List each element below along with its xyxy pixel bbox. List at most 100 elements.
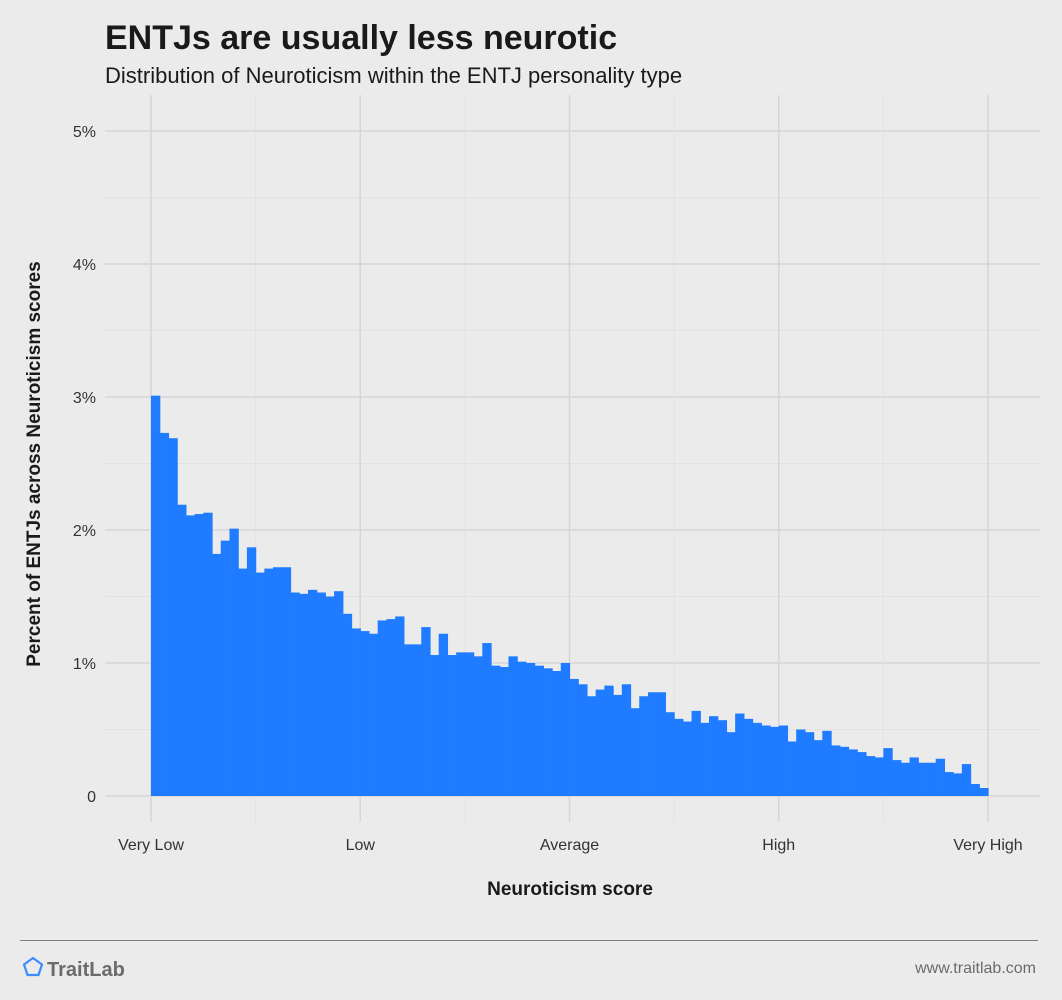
histogram-bar [883, 748, 893, 796]
histogram-bar [926, 762, 937, 796]
histogram-bar [203, 512, 213, 796]
histogram-bar [595, 689, 605, 796]
y-tick-label: 3% [73, 390, 96, 407]
histogram-bar [691, 710, 701, 796]
histogram-bar [552, 670, 562, 796]
histogram-bar [273, 567, 283, 796]
histogram-bar [151, 395, 161, 796]
histogram-bar [307, 589, 318, 796]
histogram-bar [900, 762, 911, 796]
histogram-bar [464, 652, 475, 796]
histogram-bar [255, 572, 265, 796]
histogram-bar [534, 665, 544, 796]
histogram-bar [621, 684, 632, 796]
histogram-bar [334, 591, 344, 796]
x-tick-label: High [762, 837, 795, 854]
histogram-bar [796, 729, 806, 796]
histogram-bar [246, 547, 257, 796]
histogram-bar [813, 740, 823, 796]
histogram-bar [953, 773, 963, 796]
histogram-bar [299, 593, 309, 796]
x-tick-label: Very Low [118, 837, 184, 854]
histogram-bar [979, 788, 989, 796]
histogram-bar [194, 514, 204, 796]
site-url[interactable]: www.traitlab.com [915, 960, 1036, 977]
histogram-bar [264, 568, 274, 796]
histogram-bar [517, 661, 527, 796]
histogram-bar [386, 619, 396, 796]
histogram-bar [630, 708, 640, 796]
chart-subtitle: Distribution of Neuroticism within the E… [105, 63, 683, 88]
histogram-bar [613, 694, 623, 796]
histogram-bar [229, 528, 239, 796]
histogram-bar [822, 730, 832, 796]
histogram-bar [578, 684, 588, 796]
histogram-bar [377, 620, 388, 796]
histogram-bar [430, 655, 440, 796]
histogram-bar [892, 760, 902, 796]
histogram-bar [804, 732, 815, 796]
histogram-bar [787, 741, 797, 796]
footer-divider [20, 940, 1038, 941]
histogram-bar [168, 438, 178, 796]
histogram-bar [647, 692, 658, 796]
histogram-bar [177, 504, 187, 796]
histogram-bar [761, 725, 771, 796]
histogram-bar [499, 666, 510, 796]
histogram-bar [857, 752, 867, 796]
histogram-bar [778, 725, 789, 796]
histogram-bar [281, 567, 292, 796]
histogram-bar [220, 540, 231, 796]
y-tick-label: 0 [87, 789, 96, 806]
histogram-bar [342, 613, 353, 796]
y-axis-label: Percent of ENTJs across Neuroticism scor… [24, 261, 45, 667]
histogram-bar [935, 758, 946, 796]
histogram-bar [482, 643, 492, 796]
traitlab-logo[interactable]: TraitLab [22, 956, 125, 984]
histogram-bar [159, 432, 170, 796]
histogram-bar [726, 732, 736, 796]
pentagon-icon [22, 956, 47, 984]
histogram-bar [560, 663, 571, 796]
x-tick-label: Average [540, 837, 599, 854]
histogram-bar [665, 712, 675, 796]
histogram-bar [735, 713, 745, 796]
histogram-bar [395, 616, 405, 796]
x-tick-label: Very High [953, 837, 1022, 854]
histogram-bar [456, 652, 466, 796]
histogram-bar [351, 628, 361, 796]
histogram-bar [944, 772, 954, 796]
histogram-bar [212, 553, 222, 796]
y-axis-ticks: 0 1% 2% 3% 4% 5% [73, 124, 96, 806]
histogram-bar [717, 720, 728, 796]
histogram-bar [639, 696, 649, 796]
histogram-bar [874, 757, 884, 796]
histogram-bar [970, 784, 980, 796]
histogram-bar [325, 596, 335, 796]
histogram-bar [709, 716, 719, 796]
histogram-chart: 0 1% 2% 3% 4% 5% Very Low Low Average High Very H… [24, 95, 1040, 900]
histogram-bar [447, 655, 457, 796]
histogram-bar [525, 663, 536, 796]
histogram-bar [473, 656, 483, 796]
histogram-bar [368, 633, 379, 796]
histogram-bar [412, 644, 422, 796]
brand-name: TraitLab [47, 958, 125, 981]
histogram-bar [403, 644, 414, 796]
histogram-bar [752, 722, 762, 796]
histogram-bar [421, 627, 431, 796]
histogram-bar [831, 745, 841, 796]
histogram-bar [839, 746, 850, 796]
histogram-bar [961, 764, 972, 796]
histogram-bar [438, 633, 449, 796]
y-tick-label: 1% [73, 656, 96, 673]
histogram-bar [604, 685, 614, 796]
histogram-bar [508, 656, 518, 796]
histogram-bar [909, 757, 919, 796]
histogram-bar [674, 718, 684, 796]
histogram-bar [918, 762, 928, 796]
histogram-bar [290, 592, 300, 796]
histogram-bar [360, 631, 370, 796]
histogram-bar [569, 678, 579, 796]
histogram-bar [743, 718, 754, 796]
